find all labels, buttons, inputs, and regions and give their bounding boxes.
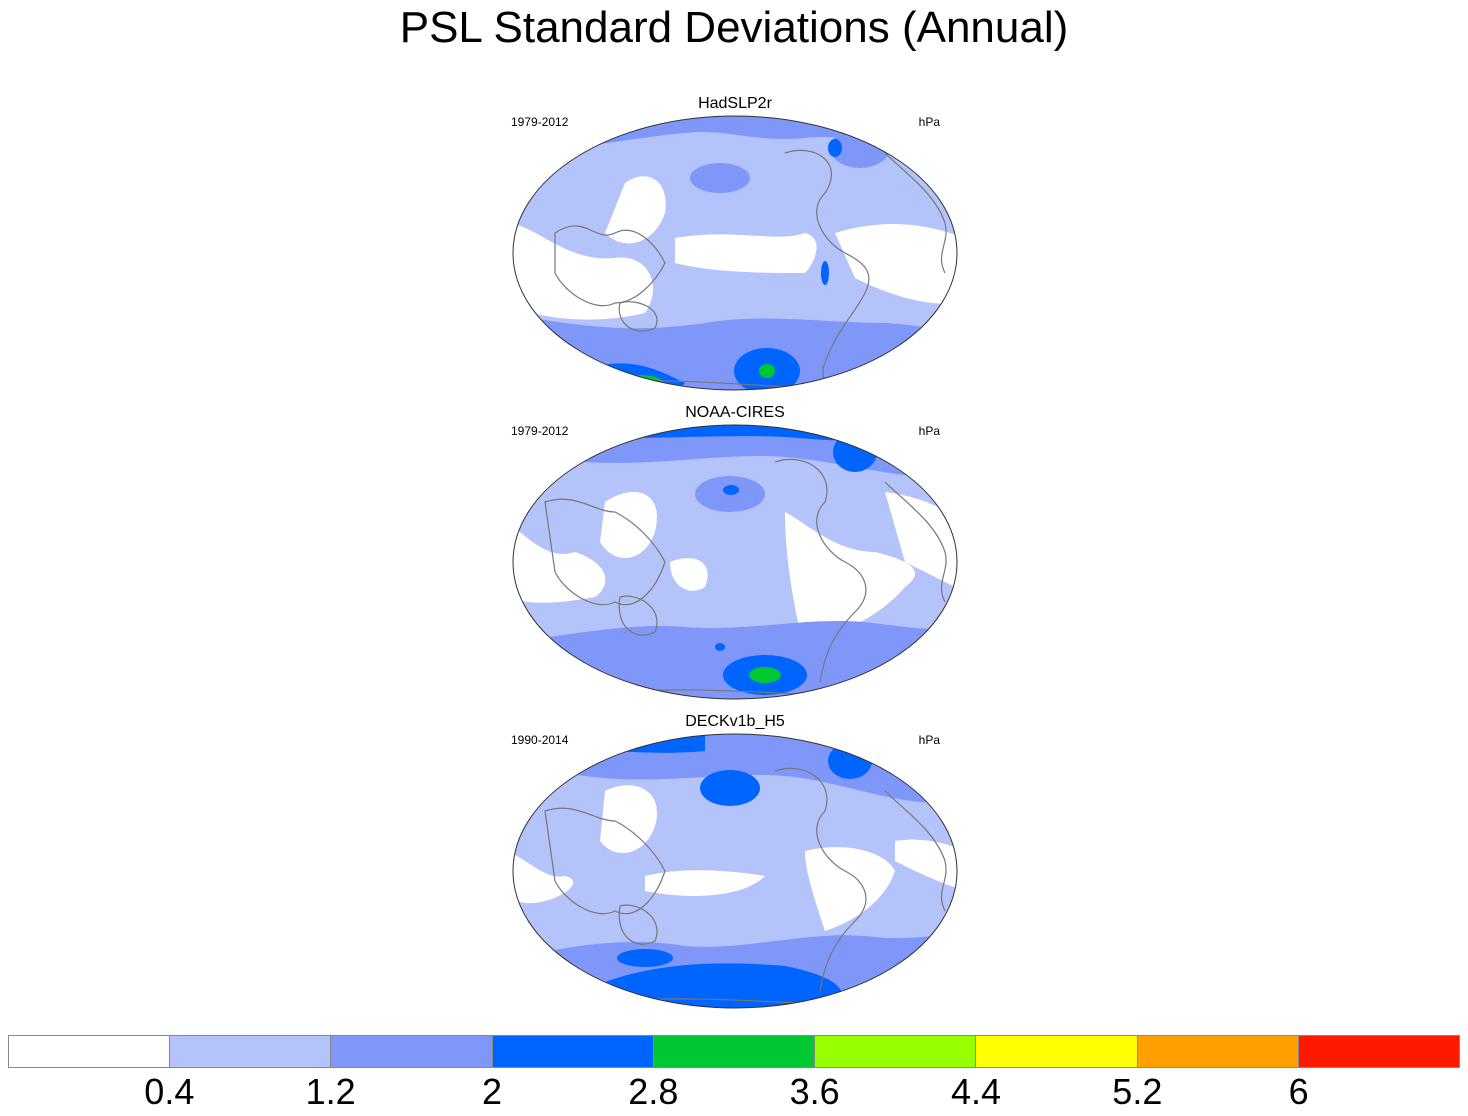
panel-period: 1979-2012 [511,424,569,438]
colorbar-swatch [492,1036,654,1067]
panel-title: HadSLP2r [698,95,772,112]
colorbar-tick-label: 6 [1288,1071,1309,1112]
colorbar-swatch [170,1036,332,1067]
panel-units: hPa [918,115,940,129]
colorbar-tick-label: 5.2 [1112,1071,1163,1112]
colorbar-swatch [1298,1036,1459,1067]
colorbar-swatch [815,1036,977,1067]
colorbar-swatch [976,1036,1138,1067]
colorbar-swatch [1137,1036,1299,1067]
map-panel-hadslp2r: HadSLP2r 1979-2012 hPa [505,95,965,395]
map-panel-noaa-cires: NOAA-CIRES 1979-2012 hPa [505,404,965,704]
global-map [512,115,958,391]
colorbar-tick-label: 1.2 [305,1071,356,1112]
colorbar-tick-label: 2.8 [628,1071,679,1112]
global-map [512,733,958,1009]
colorbar-swatch [331,1036,493,1067]
panel-period: 1990-2014 [511,733,569,747]
colorbar-labels: 0.4 1.2 2 2.8 3.6 4.4 5.2 6 [8,1070,1460,1114]
map-panel-deckv1b-h5: DECKv1b_H5 1990-2014 hPa [505,713,965,1013]
global-map [512,424,958,700]
panel-units: hPa [918,733,940,747]
colorbar-tick-label: 2 [481,1071,503,1112]
colorbar-swatch [653,1036,816,1067]
panel-period: 1979-2012 [511,115,569,129]
colorbar-tick-label: 0.4 [144,1071,195,1112]
colorbar-tick-label: 4.4 [950,1071,1002,1112]
panel-units: hPa [918,424,940,438]
colorbar-swatch [9,1036,171,1067]
figure-title: PSL Standard Deviations (Annual) [399,3,1069,52]
panel-title: DECKv1b_H5 [685,713,785,730]
colorbar-tick-label: 3.6 [789,1071,840,1112]
panel-title: NOAA-CIRES [685,404,785,421]
colorbar [8,1035,1460,1068]
